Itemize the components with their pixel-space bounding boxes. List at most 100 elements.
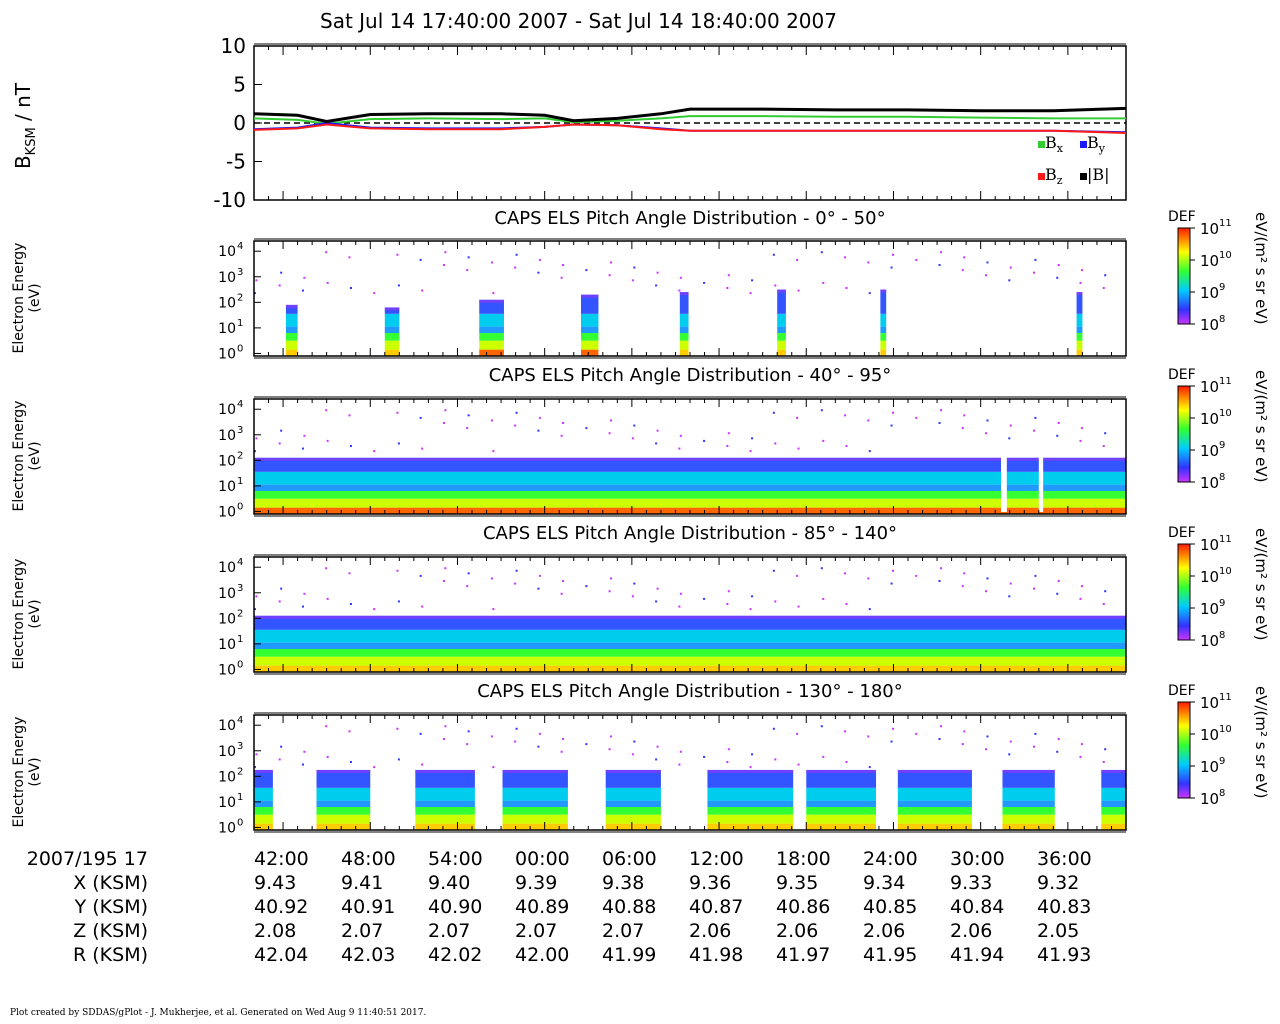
speckle xyxy=(1008,279,1011,282)
pad-block-6 xyxy=(806,769,877,830)
speckle xyxy=(326,281,329,284)
speckle xyxy=(492,608,495,611)
colorbar-tick-label: 10 xyxy=(1200,252,1219,270)
spectrogram-band xyxy=(415,814,475,824)
speckle xyxy=(421,763,424,766)
speckle xyxy=(1080,427,1083,430)
spectrogram-band xyxy=(1101,800,1126,807)
speckle xyxy=(915,258,918,261)
speckle xyxy=(868,292,871,295)
speckle xyxy=(560,750,563,753)
spec-ytick-label: 10 xyxy=(218,428,236,444)
speckle xyxy=(985,748,988,751)
data-gap-0 xyxy=(1001,401,1007,512)
ephemeris-value: 42:00 xyxy=(254,848,309,870)
speckle xyxy=(1032,587,1035,590)
spec-ytick-label: 10 xyxy=(218,453,236,469)
spectrogram-band xyxy=(605,814,661,824)
spectrogram-band xyxy=(679,313,689,327)
speckle xyxy=(610,419,613,422)
pad-block-0 xyxy=(254,769,273,830)
speckle xyxy=(678,447,681,450)
ephemeris-value: 00:00 xyxy=(515,848,570,870)
speckle xyxy=(515,727,518,730)
speckle xyxy=(562,738,565,740)
spectrogram-band xyxy=(502,787,568,801)
colorbar-tick-exponent: 9 xyxy=(1219,598,1225,609)
cbar-title-3: DEF xyxy=(1168,683,1196,699)
speckle xyxy=(1104,274,1107,277)
speckle xyxy=(349,287,352,289)
speckle xyxy=(397,284,400,287)
spectrogram-band xyxy=(479,340,504,350)
ephemeris-value: 40.89 xyxy=(515,896,570,918)
speckle xyxy=(915,416,918,419)
speckle xyxy=(442,422,445,424)
speckle xyxy=(537,271,540,274)
colorbar-tick-exponent: 10 xyxy=(1219,408,1232,419)
spec-ytick-exponent: 3 xyxy=(237,267,243,278)
spectrogram-band xyxy=(707,787,794,801)
colorbar-tick-label: 10 xyxy=(1200,790,1219,808)
speckle xyxy=(1079,281,1082,284)
speckle xyxy=(867,577,870,580)
speckle xyxy=(1079,439,1082,442)
spectrogram-band xyxy=(502,800,568,807)
speckle xyxy=(631,595,634,598)
speckle xyxy=(255,753,258,756)
speckle xyxy=(255,437,258,440)
speckle xyxy=(326,439,329,442)
spectrogram-band xyxy=(316,800,371,807)
speckle xyxy=(278,442,281,445)
colorbar-tick-exponent: 8 xyxy=(1219,788,1225,799)
spectrogram-band xyxy=(316,823,371,830)
speckle xyxy=(679,750,682,753)
speckle xyxy=(467,572,470,575)
cbar-unit-3: eV/(m² s sr eV) xyxy=(1252,686,1270,799)
legend-bz: Bz xyxy=(1045,165,1063,188)
spectrogram-band xyxy=(1002,823,1055,830)
speckle xyxy=(280,587,283,590)
spectrogram-edge xyxy=(1002,769,1055,773)
speckle xyxy=(822,755,825,758)
bx-swatch xyxy=(1038,141,1045,148)
spectrogram-band xyxy=(479,333,504,341)
spectrogram-band xyxy=(254,769,273,788)
speckle xyxy=(562,580,565,582)
spectrogram-band xyxy=(897,814,972,824)
spec-ytick-exponent: 3 xyxy=(237,583,243,594)
mag-ylabel: BKSM / nT xyxy=(11,82,39,170)
spec-ytick-label: 10 xyxy=(218,769,236,785)
by-swatch xyxy=(1080,141,1087,148)
speckle xyxy=(961,427,964,430)
ephemeris-value: 2.07 xyxy=(341,920,384,942)
speckle xyxy=(867,419,870,422)
speckle xyxy=(963,730,966,733)
spectrogram-band xyxy=(384,307,400,314)
spectrogram-edge xyxy=(479,299,504,303)
ephemeris-table: 2007/195 17 42:00 48:00 54:00 00:00 06:00 12:0… xyxy=(0,848,1280,978)
speckle xyxy=(749,608,752,611)
colorbar-tick-label: 10 xyxy=(1200,474,1219,492)
spec-ytick-exponent: 2 xyxy=(237,766,243,777)
speckle xyxy=(726,445,729,447)
speckle xyxy=(726,603,729,605)
speckle xyxy=(1079,755,1082,758)
ephemeris-value: 42.00 xyxy=(515,944,570,966)
speckle xyxy=(466,585,469,588)
speckle xyxy=(751,279,754,282)
speckle xyxy=(868,608,871,611)
spectrogram-band xyxy=(581,333,599,341)
spec-ytick-label: 10 xyxy=(218,586,236,602)
spectrogram-band xyxy=(316,807,371,815)
speckle xyxy=(868,766,871,769)
speckle xyxy=(492,292,495,295)
speckle xyxy=(1104,590,1107,593)
speckle xyxy=(585,743,588,746)
speckle xyxy=(986,735,989,738)
speckle xyxy=(772,569,775,572)
spectrogram-band xyxy=(1101,823,1126,830)
speckle xyxy=(844,572,847,575)
ephemeris-value: 18:00 xyxy=(776,848,831,870)
spectrogram-band xyxy=(479,326,504,333)
